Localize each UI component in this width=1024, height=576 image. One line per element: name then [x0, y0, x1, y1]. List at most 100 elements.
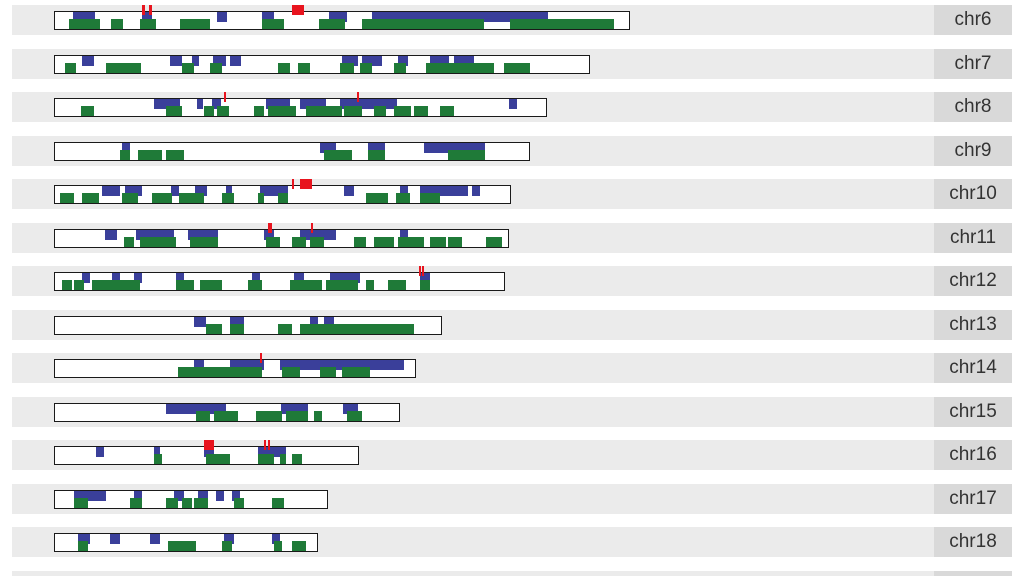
blue-segment: [342, 56, 358, 66]
green-segment: [206, 324, 222, 334]
chromosome-label: chr7: [934, 49, 1012, 79]
blue-segment: [252, 273, 260, 283]
blue-segment: [78, 534, 90, 544]
green-segment: [320, 367, 336, 377]
green-segment: [368, 150, 385, 160]
green-segment: [486, 237, 502, 247]
blue-segment: [122, 143, 130, 153]
red-segment: [357, 92, 359, 102]
green-segment: [420, 193, 440, 203]
green-segment: [62, 280, 72, 290]
chromosome-label: chr14: [934, 353, 1012, 383]
green-segment: [306, 106, 342, 116]
green-segment: [510, 19, 614, 29]
red-segment: [419, 266, 421, 276]
green-segment: [74, 498, 88, 508]
green-segment: [154, 454, 162, 464]
blue-segment: [188, 230, 218, 240]
green-segment: [414, 106, 428, 116]
green-segment: [210, 63, 222, 73]
blue-segment: [171, 186, 179, 196]
blue-segment: [217, 12, 227, 22]
green-segment: [230, 324, 244, 334]
chromosome-label: chr10: [934, 179, 1012, 209]
blue-segment: [454, 56, 474, 66]
green-segment: [217, 106, 229, 116]
green-segment: [180, 19, 210, 29]
green-segment: [347, 411, 362, 421]
green-segment: [310, 237, 324, 247]
blue-segment: [194, 317, 206, 327]
red-segment: [292, 179, 294, 189]
green-segment: [319, 19, 345, 29]
blue-segment: [96, 447, 104, 457]
chromosome-label: chr6: [934, 5, 1012, 35]
blue-segment: [102, 186, 120, 196]
green-segment: [182, 498, 192, 508]
chromosome-label: chr15: [934, 397, 1012, 427]
green-segment: [92, 280, 140, 290]
red-segment: [142, 5, 145, 15]
green-segment: [344, 106, 362, 116]
green-segment: [426, 63, 494, 73]
green-segment: [111, 19, 123, 29]
green-segment: [278, 324, 292, 334]
green-segment: [222, 541, 232, 551]
green-segment: [178, 367, 262, 377]
green-segment: [140, 237, 176, 247]
blue-segment: [472, 186, 480, 196]
blue-segment: [362, 56, 382, 66]
blue-segment: [420, 273, 430, 283]
blue-segment: [166, 404, 226, 414]
blue-segment: [280, 360, 404, 370]
green-segment: [314, 411, 322, 421]
blue-segment: [174, 491, 184, 501]
blue-segment: [424, 143, 485, 153]
red-segment: [300, 179, 312, 189]
blue-segment: [300, 230, 336, 240]
blue-segment: [112, 273, 120, 283]
blue-segment: [310, 317, 318, 327]
blue-segment: [170, 56, 182, 66]
blue-segment: [264, 230, 274, 240]
blue-segment: [281, 404, 308, 414]
blue-segment: [230, 360, 264, 370]
red-segment: [260, 353, 262, 363]
red-segment: [422, 266, 424, 276]
green-segment: [234, 498, 244, 508]
green-segment: [280, 454, 286, 464]
green-segment: [427, 19, 484, 29]
green-segment: [292, 454, 302, 464]
green-segment: [190, 237, 218, 247]
blue-segment: [260, 186, 288, 196]
green-segment: [81, 106, 94, 116]
blue-segment: [294, 273, 304, 283]
green-segment: [65, 63, 76, 73]
blue-segment: [430, 56, 449, 66]
blue-segment: [262, 12, 274, 22]
blue-segment: [226, 186, 232, 196]
green-segment: [340, 63, 354, 73]
green-segment: [166, 106, 182, 116]
green-segment: [262, 19, 284, 29]
green-segment: [326, 280, 358, 290]
blue-segment: [368, 143, 385, 153]
green-segment: [286, 411, 308, 421]
green-segment: [124, 237, 134, 247]
blue-segment: [344, 186, 354, 196]
green-segment: [394, 63, 406, 73]
green-segment: [298, 63, 310, 73]
green-segment: [214, 411, 238, 421]
chromosome-label: chr13: [934, 310, 1012, 340]
green-segment: [278, 193, 288, 203]
blue-segment: [212, 99, 221, 109]
blue-segment: [343, 404, 358, 414]
blue-segment: [125, 186, 142, 196]
green-segment: [206, 454, 230, 464]
green-segment: [179, 193, 204, 203]
green-segment: [374, 106, 386, 116]
blue-segment: [216, 491, 224, 501]
green-segment: [360, 63, 372, 73]
green-segment: [292, 541, 306, 551]
